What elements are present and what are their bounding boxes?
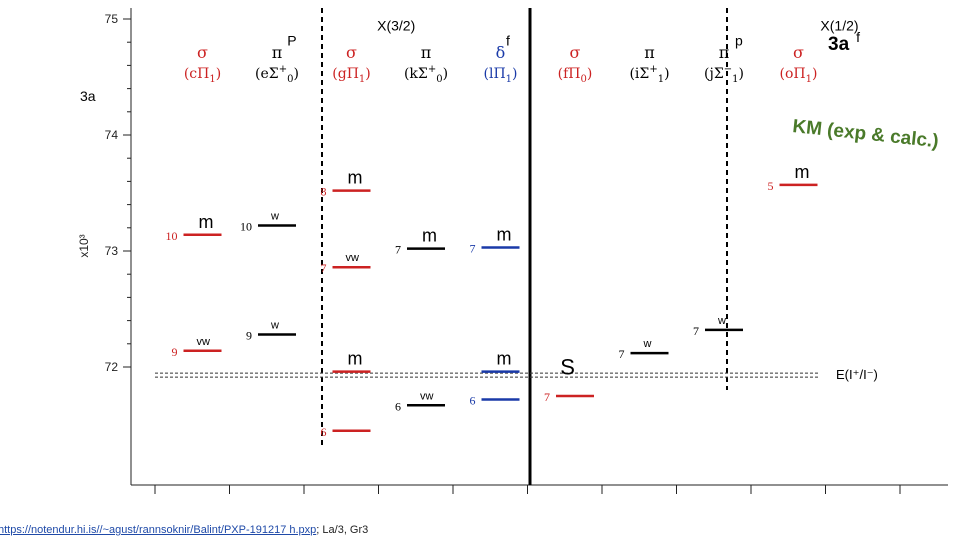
level-intensity-label: vw [197, 336, 211, 348]
threshold-label: E(I⁺/I⁻) [836, 367, 878, 382]
y-tick-label: 74 [105, 128, 119, 142]
footer: https://notendur.hi.is//~agust/rannsokni… [0, 524, 368, 536]
level-intensity-label: m [422, 226, 437, 246]
state-symbol: π [421, 43, 432, 62]
corner-label-left: 3a [80, 88, 96, 104]
level-v-label: 5 [768, 179, 774, 193]
level-intensity-label: m [497, 225, 512, 245]
threshold: E(I⁺/I⁻) [155, 367, 878, 382]
state-label: (kΣ+0) [404, 64, 448, 85]
level-v-label: 7 [693, 324, 699, 338]
state-label: (fΠ0) [558, 66, 593, 85]
level-v-label: 7 [321, 261, 327, 275]
annotation-label: S [560, 354, 575, 379]
level-v-label: 6 [321, 425, 327, 439]
level-intensity-label: w [270, 210, 279, 222]
y-tick-label: 73 [105, 244, 119, 258]
level-intensity-label: m [795, 162, 810, 182]
level-intensity-label: m [348, 349, 363, 369]
state-symbol: σ [793, 43, 804, 62]
level-intensity-label: w [270, 320, 279, 332]
corner-label-right: 3a [828, 34, 850, 55]
level-intensity-label: w [643, 338, 652, 350]
state-symbol: σ [197, 43, 208, 62]
group-label: f [856, 29, 860, 45]
y-tick-label: 72 [105, 360, 119, 374]
group-label: P [287, 33, 296, 49]
misc-labels: 3a 3a KM (exp & calc.) S [80, 34, 940, 379]
level-v-label: 6 [395, 399, 401, 413]
state-symbol: π [272, 43, 283, 62]
group-label: X(1/2) [820, 18, 858, 34]
dividers [321, 8, 728, 485]
state-symbol: π [719, 43, 730, 62]
level-intensity-label: m [348, 168, 363, 188]
state-label: (jΣ−1) [704, 64, 744, 85]
group-label: f [506, 33, 510, 49]
y-tick-label: 75 [105, 12, 119, 26]
level-intensity-label: m [497, 349, 512, 369]
level-v-label: 8 [321, 185, 327, 199]
state-label: (gΠ1) [332, 66, 371, 85]
state-symbol: σ [570, 43, 581, 62]
level-v-label: 9 [172, 345, 178, 359]
footer-rest: ; La/3, Gr3 [316, 524, 369, 536]
level-intensity-label: w [717, 315, 726, 327]
state-label: (oΠ1) [780, 66, 818, 85]
levels: 10 m 9 vw 10 w 9 w 8 m 7 vw m 6 7 m 6 vw 7 m m 6 7 7 w 7 w 5 m [166, 162, 818, 439]
state-headers: PX(3/2)f pX(1/2)fσ(cΠ1)π(eΣ+0)σ(gΠ1)π(kΣ+… [184, 18, 860, 85]
level-intensity-label: m [199, 212, 214, 232]
level-v-label: 9 [246, 329, 252, 343]
state-symbol: π [644, 43, 655, 62]
level-v-label: 10 [166, 229, 178, 243]
y-axis-label: x10³ [77, 234, 91, 257]
km-note: KM (exp & calc.) [791, 116, 939, 152]
group-label: X(3/2) [377, 18, 415, 34]
state-label: (cΠ1) [184, 66, 221, 85]
source-link[interactable]: https://notendur.hi.is//~agust/rannsokni… [0, 524, 317, 536]
group-label: p [735, 33, 743, 49]
state-label: (iΣ+1) [629, 64, 669, 85]
state-label: (eΣ+0) [255, 64, 299, 85]
level-v-label: 7 [619, 347, 625, 361]
level-v-label: 7 [470, 242, 476, 256]
state-symbol: σ [346, 43, 357, 62]
level-v-label: 6 [470, 393, 476, 407]
level-intensity-label: vw [420, 390, 434, 402]
state-symbol: δ [496, 43, 506, 62]
level-v-label: 10 [240, 219, 252, 233]
level-v-label: 7 [544, 390, 550, 404]
level-intensity-label: vw [346, 252, 360, 264]
level-v-label: 7 [395, 243, 401, 257]
state-label: (lΠ1) [483, 66, 517, 85]
